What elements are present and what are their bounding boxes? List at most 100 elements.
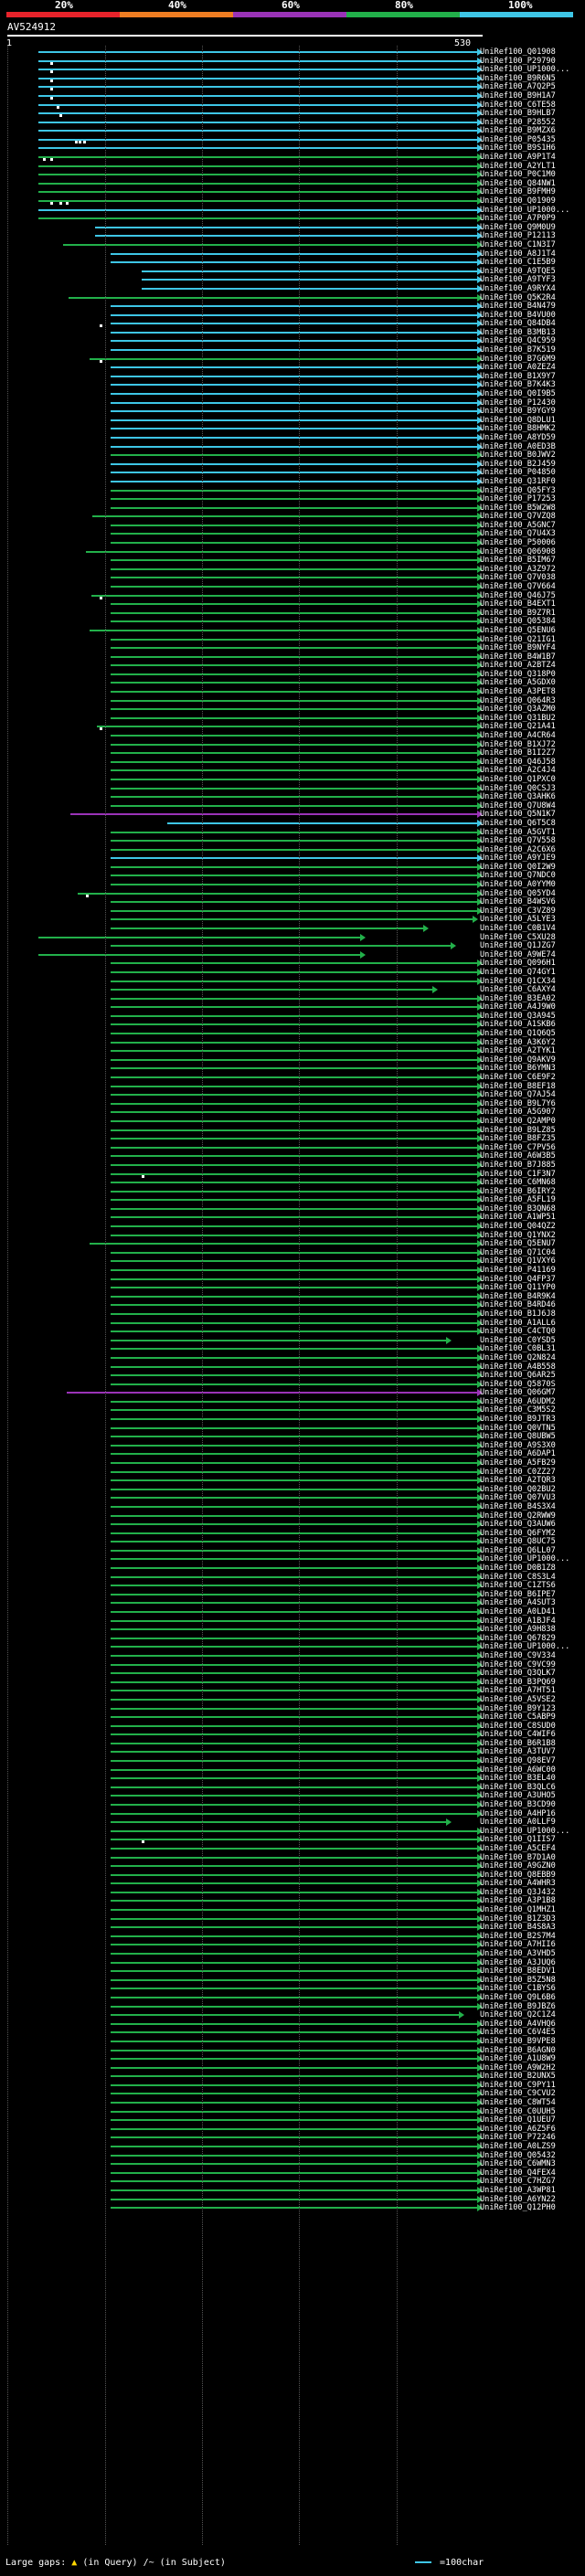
hit-link[interactable]: UniRef100_Q21IG1 <box>480 635 556 644</box>
hit-link[interactable]: UniRef100_Q096H1 <box>480 959 556 968</box>
hit-link[interactable]: UniRef100_Q7NDC0 <box>480 871 556 880</box>
hit-bar[interactable] <box>110 1594 477 1595</box>
hit-link[interactable]: UniRef100_B4S3X4 <box>480 1502 556 1511</box>
hit-bar[interactable] <box>110 1225 477 1227</box>
hit-bar[interactable] <box>110 1672 477 1674</box>
hit-link[interactable]: UniRef100_UP1000... <box>480 1827 570 1836</box>
hit-link[interactable]: UniRef100_B1XJ72 <box>480 740 556 749</box>
hit-link[interactable]: UniRef100_A1SKB6 <box>480 1020 556 1029</box>
hit-bar[interactable] <box>110 735 477 737</box>
hit-bar[interactable] <box>110 1445 477 1447</box>
hit-bar[interactable] <box>110 1550 477 1552</box>
hit-link[interactable]: UniRef100_P50006 <box>480 538 556 547</box>
hit-bar[interactable] <box>110 577 477 578</box>
hit-bar[interactable] <box>110 1489 477 1490</box>
hit-link[interactable]: UniRef100_B8EF18 <box>480 1082 556 1091</box>
hit-bar[interactable] <box>110 1777 477 1779</box>
hit-link[interactable]: UniRef100_Q1UEU7 <box>480 2115 556 2125</box>
hit-bar[interactable] <box>110 1138 477 1140</box>
hit-bar[interactable] <box>110 1839 477 1840</box>
hit-link[interactable]: UniRef100_C5XU28 <box>480 933 556 942</box>
hit-bar[interactable] <box>110 1962 477 1964</box>
hit-link[interactable]: UniRef100_B1J6J8 <box>480 1309 556 1319</box>
hit-link[interactable]: UniRef100_C0B1V4 <box>480 924 556 933</box>
hit-bar[interactable] <box>110 1401 477 1403</box>
hit-bar[interactable] <box>110 1708 477 1710</box>
hit-bar[interactable] <box>110 788 477 790</box>
hit-link[interactable]: UniRef100_Q8DLU1 <box>480 416 556 425</box>
hit-link[interactable]: UniRef100_A1WP51 <box>480 1213 556 1222</box>
hit-link[interactable]: UniRef100_P12430 <box>480 398 556 408</box>
hit-link[interactable]: UniRef100_B7G6M9 <box>480 355 556 364</box>
hit-bar[interactable] <box>110 1173 477 1175</box>
hit-link[interactable]: UniRef100_A5GVT1 <box>480 828 556 837</box>
hit-bar[interactable] <box>110 393 477 395</box>
hit-bar[interactable] <box>110 1699 477 1701</box>
hit-bar[interactable] <box>110 1103 477 1105</box>
hit-bar[interactable] <box>38 78 477 80</box>
hit-bar[interactable] <box>110 559 477 561</box>
hit-link[interactable]: UniRef100_Q2N824 <box>480 1353 556 1362</box>
hit-link[interactable]: UniRef100_A9H838 <box>480 1625 556 1634</box>
hit-bar[interactable] <box>110 1646 477 1648</box>
hit-bar[interactable] <box>110 1269 477 1271</box>
hit-link[interactable]: UniRef100_B3EL40 <box>480 1774 556 1783</box>
hit-link[interactable]: UniRef100_C6V4E5 <box>480 2028 556 2037</box>
hit-link[interactable]: UniRef100_Q01908 <box>480 48 556 57</box>
hit-link[interactable]: UniRef100_Q9AKV9 <box>480 1055 556 1065</box>
hit-bar[interactable] <box>110 586 477 588</box>
hit-link[interactable]: UniRef100_Q3AUW6 <box>480 1520 556 1529</box>
hit-bar[interactable] <box>110 1716 477 1718</box>
hit-bar[interactable] <box>110 1830 477 1832</box>
hit-link[interactable]: UniRef100_A4J9W0 <box>480 1002 556 1012</box>
hit-bar[interactable] <box>110 840 477 842</box>
hit-bar[interactable] <box>110 1409 477 1411</box>
hit-bar[interactable] <box>110 2067 477 2069</box>
hit-bar[interactable] <box>110 2058 477 2060</box>
hit-bar[interactable] <box>38 191 477 193</box>
hit-link[interactable]: UniRef100_Q3J432 <box>480 1888 556 1897</box>
hit-link[interactable]: UniRef100_Q0I9B5 <box>480 389 556 398</box>
hit-bar[interactable] <box>110 1383 477 1385</box>
hit-bar[interactable] <box>110 1199 477 1201</box>
hit-link[interactable]: UniRef100_A2C6X6 <box>480 845 556 854</box>
hit-bar[interactable] <box>90 358 477 360</box>
hit-bar[interactable] <box>77 893 477 895</box>
hit-bar[interactable] <box>110 1804 477 1806</box>
hit-link[interactable]: UniRef100_A9TYF3 <box>480 275 556 284</box>
hit-link[interactable]: UniRef100_Q318P0 <box>480 670 556 679</box>
hit-link[interactable]: UniRef100_C7PV56 <box>480 1143 556 1152</box>
hit-link[interactable]: UniRef100_B4VU00 <box>480 311 556 320</box>
hit-link[interactable]: UniRef100_Q67829 <box>480 1634 556 1643</box>
hit-bar[interactable] <box>110 2006 477 2008</box>
hit-bar[interactable] <box>38 147 477 149</box>
hit-link[interactable]: UniRef100_C1N3I7 <box>480 240 556 249</box>
hit-bar[interactable] <box>110 1821 446 1823</box>
hit-link[interactable]: UniRef100_Q07VU3 <box>480 1493 556 1502</box>
hit-link[interactable]: UniRef100_A5LYE3 <box>480 915 556 924</box>
hit-link[interactable]: UniRef100_A3TUV7 <box>480 1747 556 1756</box>
hit-bar[interactable] <box>110 1050 477 1052</box>
hit-link[interactable]: UniRef100_B5Z5N8 <box>480 1976 556 1985</box>
hit-link[interactable]: UniRef100_C3M5S2 <box>480 1405 556 1415</box>
hit-bar[interactable] <box>110 1304 477 1306</box>
hit-link[interactable]: UniRef100_A2YLT1 <box>480 162 556 171</box>
hit-bar[interactable] <box>110 1147 477 1149</box>
hit-bar[interactable] <box>110 507 477 509</box>
hit-bar[interactable] <box>110 1725 477 1727</box>
hit-link[interactable]: UniRef100_A5CEF4 <box>480 1844 556 1853</box>
hit-link[interactable]: UniRef100_B2UNX5 <box>480 2072 556 2081</box>
hit-bar[interactable] <box>110 1979 477 1981</box>
hit-link[interactable]: UniRef100_Q05432 <box>480 2151 556 2160</box>
hit-bar[interactable] <box>110 1988 477 1989</box>
hit-bar[interactable] <box>95 235 477 237</box>
hit-bar[interactable] <box>110 1690 477 1691</box>
hit-link[interactable]: UniRef100_Q11YP0 <box>480 1283 556 1292</box>
hit-link[interactable]: UniRef100_A1U8W9 <box>480 2054 556 2063</box>
hit-bar[interactable] <box>110 1462 477 1464</box>
hit-link[interactable]: UniRef100_C6WMN3 <box>480 2159 556 2168</box>
hit-bar[interactable] <box>38 122 477 123</box>
hit-bar[interactable] <box>166 822 477 824</box>
hit-bar[interactable] <box>110 2207 477 2209</box>
hit-link[interactable]: UniRef100_Q31RF0 <box>480 477 556 486</box>
